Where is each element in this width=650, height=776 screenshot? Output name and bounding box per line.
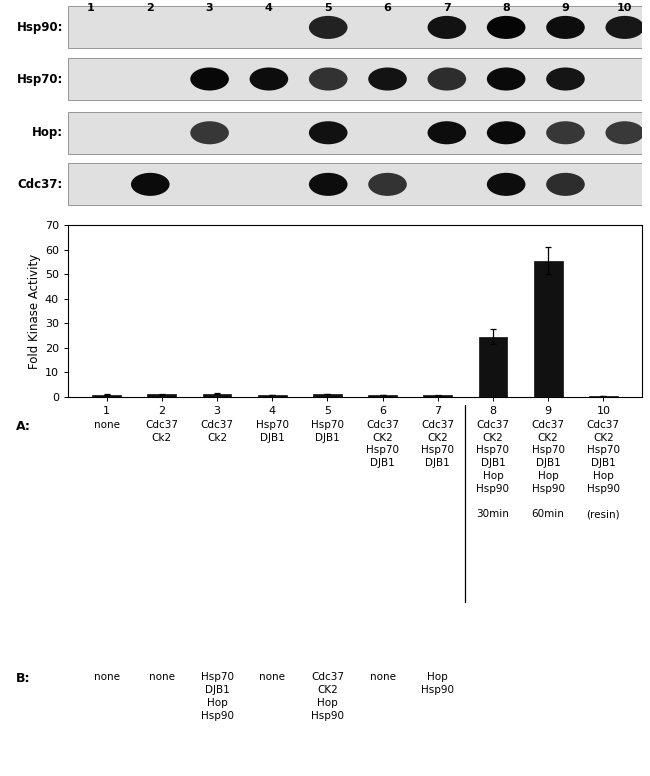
Text: Cdc37
Ck2: Cdc37 Ck2 [146,420,178,442]
Text: Hsp70
DJB1: Hsp70 DJB1 [255,420,289,442]
Ellipse shape [428,68,466,91]
Text: Cdc37
Ck2: Cdc37 Ck2 [200,420,233,442]
Ellipse shape [487,173,525,196]
Text: Cdc37
CK2
Hsp70
DJB1
Hop
Hsp90

60min: Cdc37 CK2 Hsp70 DJB1 Hop Hsp90 60min [532,420,565,519]
Text: Hsp70:: Hsp70: [17,72,63,85]
Ellipse shape [546,68,585,91]
Text: 5: 5 [324,3,332,13]
Ellipse shape [309,68,348,91]
Text: 6: 6 [384,3,391,13]
Text: Hsp70
DJB1
Hop
Hsp90: Hsp70 DJB1 Hop Hsp90 [200,672,233,721]
Text: Cdc37
CK2
Hsp70
DJB1
Hop
Hsp90

30min: Cdc37 CK2 Hsp70 DJB1 Hop Hsp90 30min [476,420,510,519]
Bar [148,394,176,397]
Ellipse shape [487,16,525,39]
Ellipse shape [487,121,525,144]
Text: Cdc37:: Cdc37: [18,178,63,191]
Text: none: none [259,672,285,682]
Bar [68,6,642,48]
Bar [423,396,452,397]
Text: 2: 2 [146,3,154,13]
Text: A:: A: [16,420,31,433]
Text: 4: 4 [265,3,273,13]
Text: 9: 9 [562,3,569,13]
Text: Cdc37
CK2
Hsp70
DJB1: Cdc37 CK2 Hsp70 DJB1 [421,420,454,468]
Ellipse shape [190,68,229,91]
Text: 8: 8 [502,3,510,13]
Text: 3: 3 [206,3,213,13]
Text: Cdc37
CK2
Hop
Hsp90: Cdc37 CK2 Hop Hsp90 [311,672,344,721]
Bar [534,261,562,397]
Text: Hsp90:: Hsp90: [16,21,63,34]
Text: none: none [94,420,120,430]
Ellipse shape [309,173,348,196]
Ellipse shape [605,121,644,144]
Ellipse shape [368,68,407,91]
Text: 10: 10 [617,3,632,13]
Text: Cdc37
CK2
Hsp70
DJB1
Hop
Hsp90

(resin): Cdc37 CK2 Hsp70 DJB1 Hop Hsp90 (resin) [586,420,620,519]
Bar [203,393,231,397]
Bar [68,112,642,154]
Ellipse shape [309,16,348,39]
Text: 7: 7 [443,3,450,13]
Bar [478,337,508,397]
Text: 1: 1 [87,3,95,13]
Bar [68,164,642,206]
Text: Hsp70
DJB1: Hsp70 DJB1 [311,420,344,442]
Ellipse shape [428,121,466,144]
Text: Cdc37
CK2
Hsp70
DJB1: Cdc37 CK2 Hsp70 DJB1 [366,420,399,468]
Bar [589,396,617,397]
Bar [369,395,397,397]
Text: Hop:: Hop: [32,126,63,139]
Ellipse shape [131,173,170,196]
Ellipse shape [605,16,644,39]
Bar [68,58,642,100]
Bar [258,395,287,397]
Ellipse shape [487,68,525,91]
Ellipse shape [546,121,585,144]
Text: Hop
Hsp90: Hop Hsp90 [421,672,454,695]
Ellipse shape [368,173,407,196]
Text: none: none [149,672,175,682]
Ellipse shape [309,121,348,144]
Ellipse shape [190,121,229,144]
Ellipse shape [428,16,466,39]
Bar [313,394,342,397]
Ellipse shape [250,68,288,91]
Text: none: none [370,672,396,682]
Bar [92,394,121,397]
Ellipse shape [546,173,585,196]
Text: B:: B: [16,672,31,685]
Ellipse shape [546,16,585,39]
Y-axis label: Fold Kinase Activity: Fold Kinase Activity [28,254,41,369]
Text: none: none [94,672,120,682]
